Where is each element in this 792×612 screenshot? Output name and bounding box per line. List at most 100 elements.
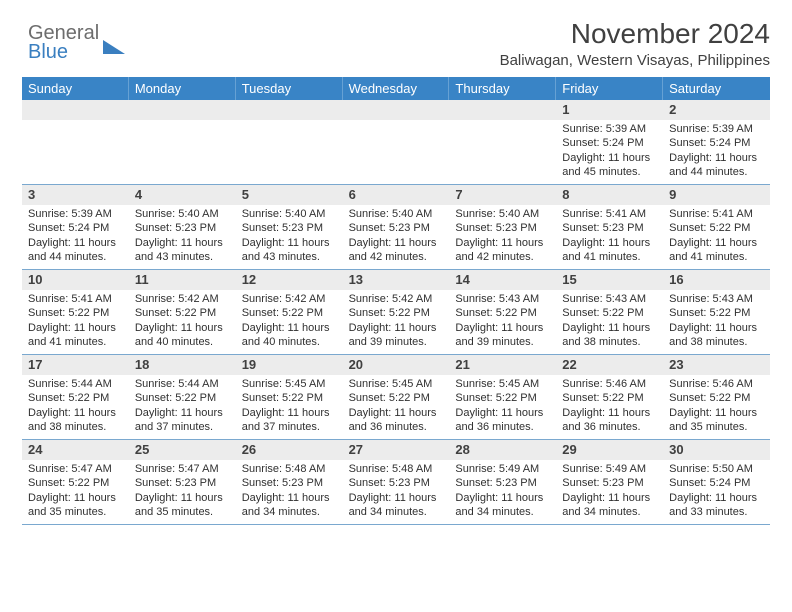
weekday-header: Monday — [129, 77, 236, 100]
sunset-line: Sunset: 5:22 PM — [669, 221, 764, 235]
day-number — [22, 100, 129, 120]
daylight-line: Daylight: 11 hours and 38 minutes. — [28, 406, 123, 435]
sunset-line: Sunset: 5:22 PM — [28, 391, 123, 405]
daylight-line: Daylight: 11 hours and 42 minutes. — [349, 236, 444, 265]
daylight-line: Daylight: 11 hours and 41 minutes. — [669, 236, 764, 265]
daylight-line: Daylight: 11 hours and 37 minutes. — [242, 406, 337, 435]
day-body: Sunrise: 5:43 AMSunset: 5:22 PMDaylight:… — [663, 290, 770, 353]
day-cell: 16Sunrise: 5:43 AMSunset: 5:22 PMDayligh… — [663, 270, 770, 354]
daylight-line: Daylight: 11 hours and 38 minutes. — [562, 321, 657, 350]
day-body: Sunrise: 5:40 AMSunset: 5:23 PMDaylight:… — [343, 205, 450, 268]
sunset-line: Sunset: 5:24 PM — [28, 221, 123, 235]
day-number: 4 — [129, 185, 236, 205]
day-number: 16 — [663, 270, 770, 290]
sunset-line: Sunset: 5:23 PM — [242, 221, 337, 235]
daylight-line: Daylight: 11 hours and 33 minutes. — [669, 491, 764, 520]
day-number: 14 — [449, 270, 556, 290]
sunrise-line: Sunrise: 5:49 AM — [562, 462, 657, 476]
day-number: 10 — [22, 270, 129, 290]
day-cell: 8Sunrise: 5:41 AMSunset: 5:23 PMDaylight… — [556, 185, 663, 269]
day-body: Sunrise: 5:41 AMSunset: 5:23 PMDaylight:… — [556, 205, 663, 268]
sunset-line: Sunset: 5:22 PM — [242, 391, 337, 405]
day-body: Sunrise: 5:40 AMSunset: 5:23 PMDaylight:… — [129, 205, 236, 268]
sunset-line: Sunset: 5:23 PM — [562, 476, 657, 490]
day-body: Sunrise: 5:42 AMSunset: 5:22 PMDaylight:… — [236, 290, 343, 353]
day-cell: 4Sunrise: 5:40 AMSunset: 5:23 PMDaylight… — [129, 185, 236, 269]
daylight-line: Daylight: 11 hours and 44 minutes. — [28, 236, 123, 265]
day-number: 11 — [129, 270, 236, 290]
day-body: Sunrise: 5:41 AMSunset: 5:22 PMDaylight:… — [22, 290, 129, 353]
day-body — [129, 120, 236, 126]
daylight-line: Daylight: 11 hours and 39 minutes. — [455, 321, 550, 350]
day-number — [129, 100, 236, 120]
day-cell: 18Sunrise: 5:44 AMSunset: 5:22 PMDayligh… — [129, 355, 236, 439]
logo-triangle-icon — [103, 40, 125, 54]
sunrise-line: Sunrise: 5:48 AM — [242, 462, 337, 476]
day-number: 9 — [663, 185, 770, 205]
day-cell: 30Sunrise: 5:50 AMSunset: 5:24 PMDayligh… — [663, 440, 770, 524]
day-body: Sunrise: 5:45 AMSunset: 5:22 PMDaylight:… — [343, 375, 450, 438]
day-body — [343, 120, 450, 126]
day-number: 29 — [556, 440, 663, 460]
sunrise-line: Sunrise: 5:50 AM — [669, 462, 764, 476]
day-number: 8 — [556, 185, 663, 205]
day-cell — [236, 100, 343, 184]
page-title: November 2024 — [500, 18, 770, 50]
sunrise-line: Sunrise: 5:49 AM — [455, 462, 550, 476]
day-body: Sunrise: 5:40 AMSunset: 5:23 PMDaylight:… — [449, 205, 556, 268]
day-number: 28 — [449, 440, 556, 460]
daylight-line: Daylight: 11 hours and 36 minutes. — [455, 406, 550, 435]
day-body: Sunrise: 5:47 AMSunset: 5:22 PMDaylight:… — [22, 460, 129, 523]
sunset-line: Sunset: 5:22 PM — [455, 306, 550, 320]
sunset-line: Sunset: 5:22 PM — [455, 391, 550, 405]
day-body: Sunrise: 5:45 AMSunset: 5:22 PMDaylight:… — [449, 375, 556, 438]
day-cell: 3 Sunrise: 5:39 AMSunset: 5:24 PMDaylight… — [22, 185, 129, 269]
week-row: 17Sunrise: 5:44 AMSunset: 5:22 PMDayligh… — [22, 355, 770, 440]
sunrise-line: Sunrise: 5:43 AM — [562, 292, 657, 306]
sunrise-line: Sunrise: 5:46 AM — [669, 377, 764, 391]
day-body: Sunrise: 5:48 AMSunset: 5:23 PMDaylight:… — [236, 460, 343, 523]
sunrise-line: Sunrise: 5:43 AM — [669, 292, 764, 306]
daylight-line: Daylight: 11 hours and 43 minutes. — [242, 236, 337, 265]
weekday-header: Friday — [556, 77, 663, 100]
day-body: Sunrise: 5:39 AMSunset: 5:24 PMDaylight:… — [556, 120, 663, 183]
sunrise-line: Sunrise: 5:40 AM — [242, 207, 337, 221]
sunrise-line: Sunrise: 5:39 AM — [669, 122, 764, 136]
logo-text: General Blue — [28, 24, 99, 62]
sunrise-line: Sunrise: 5:45 AM — [242, 377, 337, 391]
sunset-line: Sunset: 5:22 PM — [135, 306, 230, 320]
sunrise-line: Sunrise: 5:44 AM — [135, 377, 230, 391]
header: General Blue November 2024 Baliwagan, We… — [22, 18, 770, 69]
daylight-line: Daylight: 11 hours and 36 minutes. — [349, 406, 444, 435]
day-number: 7 — [449, 185, 556, 205]
sunset-line: Sunset: 5:22 PM — [669, 306, 764, 320]
sunrise-line: Sunrise: 5:47 AM — [28, 462, 123, 476]
sunrise-line: Sunrise: 5:46 AM — [562, 377, 657, 391]
day-body: Sunrise: 5:41 AMSunset: 5:22 PMDaylight:… — [663, 205, 770, 268]
day-number: 1 — [556, 100, 663, 120]
day-number: 3 — [22, 185, 129, 205]
day-body: Sunrise: 5:44 AMSunset: 5:22 PMDaylight:… — [129, 375, 236, 438]
day-number: 25 — [129, 440, 236, 460]
sunrise-line: Sunrise: 5:40 AM — [349, 207, 444, 221]
sunset-line: Sunset: 5:23 PM — [349, 476, 444, 490]
title-block: November 2024 Baliwagan, Western Visayas… — [500, 18, 770, 69]
sunset-line: Sunset: 5:22 PM — [28, 306, 123, 320]
day-cell: 24Sunrise: 5:47 AMSunset: 5:22 PMDayligh… — [22, 440, 129, 524]
weekday-header-row: Sunday Monday Tuesday Wednesday Thursday… — [22, 77, 770, 100]
day-body: Sunrise: 5:43 AMSunset: 5:22 PMDaylight:… — [556, 290, 663, 353]
sunset-line: Sunset: 5:22 PM — [135, 391, 230, 405]
sunset-line: Sunset: 5:23 PM — [135, 221, 230, 235]
sunset-line: Sunset: 5:22 PM — [349, 391, 444, 405]
sunrise-line: Sunrise: 5:43 AM — [455, 292, 550, 306]
day-cell — [22, 100, 129, 184]
day-cell — [129, 100, 236, 184]
day-cell: 5Sunrise: 5:40 AMSunset: 5:23 PMDaylight… — [236, 185, 343, 269]
daylight-line: Daylight: 11 hours and 35 minutes. — [135, 491, 230, 520]
sunrise-line: Sunrise: 5:41 AM — [669, 207, 764, 221]
week-row: 3Sunrise: 5:39 AMSunset: 5:24 PMDaylight… — [22, 185, 770, 270]
sunrise-line: Sunrise: 5:39 AM — [28, 207, 123, 221]
day-cell — [343, 100, 450, 184]
sunset-line: Sunset: 5:23 PM — [242, 476, 337, 490]
day-number: 2 — [663, 100, 770, 120]
